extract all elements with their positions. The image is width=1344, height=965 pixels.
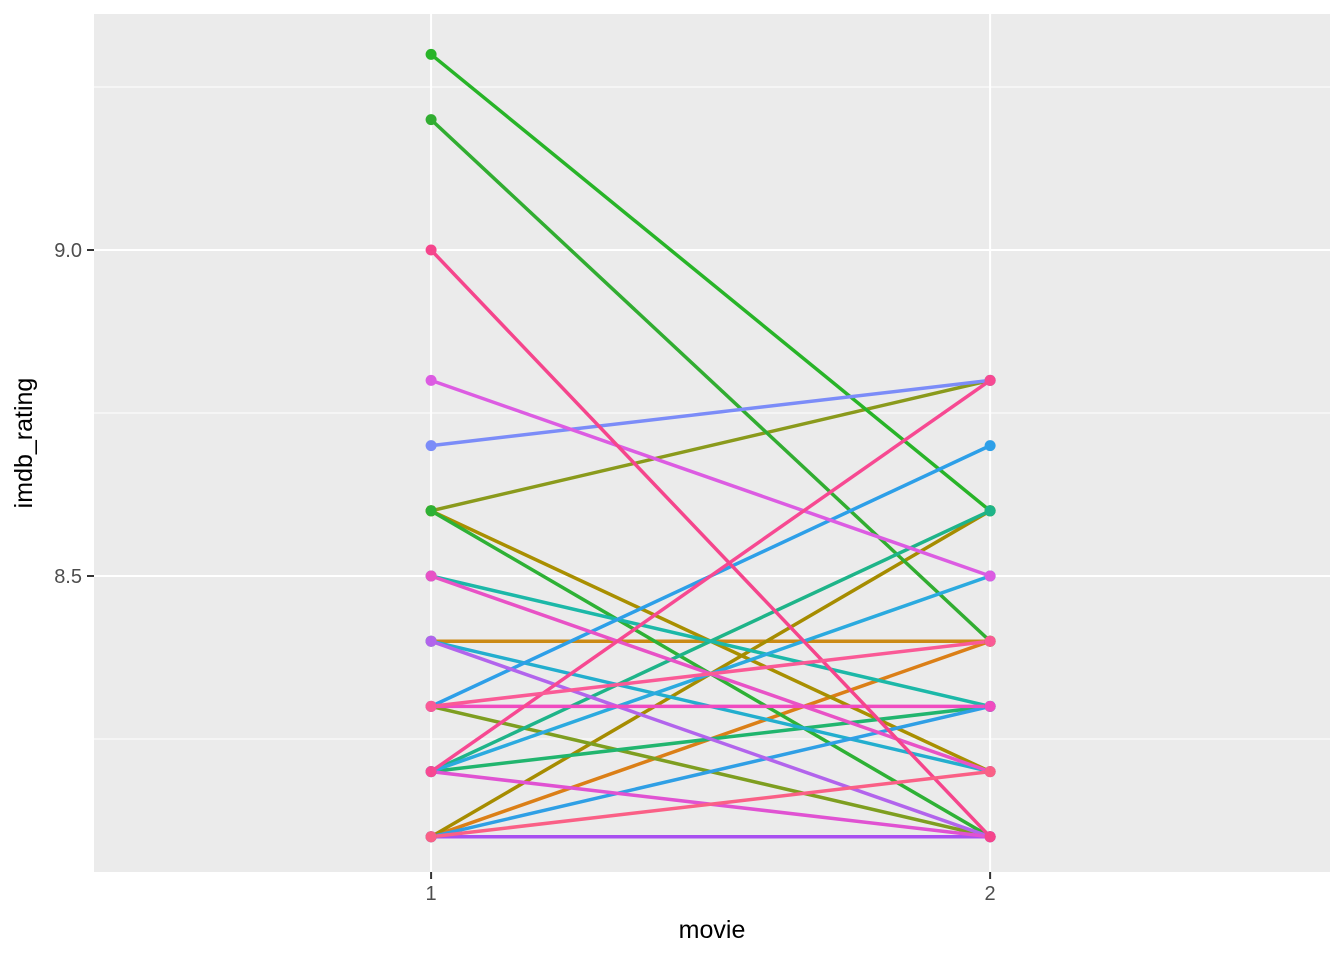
data-point [984,635,996,647]
data-point [425,505,437,517]
data-point [984,831,996,843]
x-tick-label: 2 [985,883,996,905]
data-point [425,374,437,386]
line-segment [430,639,991,839]
series-lines [429,53,992,839]
x-tick-label: 1 [426,883,437,905]
data-point [984,766,996,778]
data-point [425,635,437,647]
line-segment [429,53,992,513]
line-segment [430,639,991,709]
y-axis-title: imdb_rating [10,378,38,509]
data-point [425,570,437,582]
x-axis-title: movie [679,916,746,944]
line-segment [430,378,991,513]
y-tick-label: 9.0 [54,240,82,262]
data-point [984,700,996,712]
line-segment [430,574,991,709]
data-point [425,700,437,712]
series-points [425,48,996,843]
data-point [425,114,437,126]
line-segment [429,248,992,839]
data-point [984,570,996,582]
line-segment [430,704,991,839]
y-tick-label: 8.5 [54,566,82,588]
data-point [425,831,437,843]
data-point [984,505,996,517]
panel-background [94,14,1330,872]
data-point [425,766,437,778]
data-point [984,374,996,386]
data-point [425,244,437,256]
data-point [984,440,996,452]
line-segment [430,378,991,448]
line-segment [430,769,991,839]
axis-tick-labels: 1 2 8.5 9.0 [54,240,995,905]
data-point [425,48,437,60]
line-segment [430,378,992,774]
axis-tick-marks [87,249,992,879]
data-point [425,440,437,452]
line-segment [430,378,991,578]
